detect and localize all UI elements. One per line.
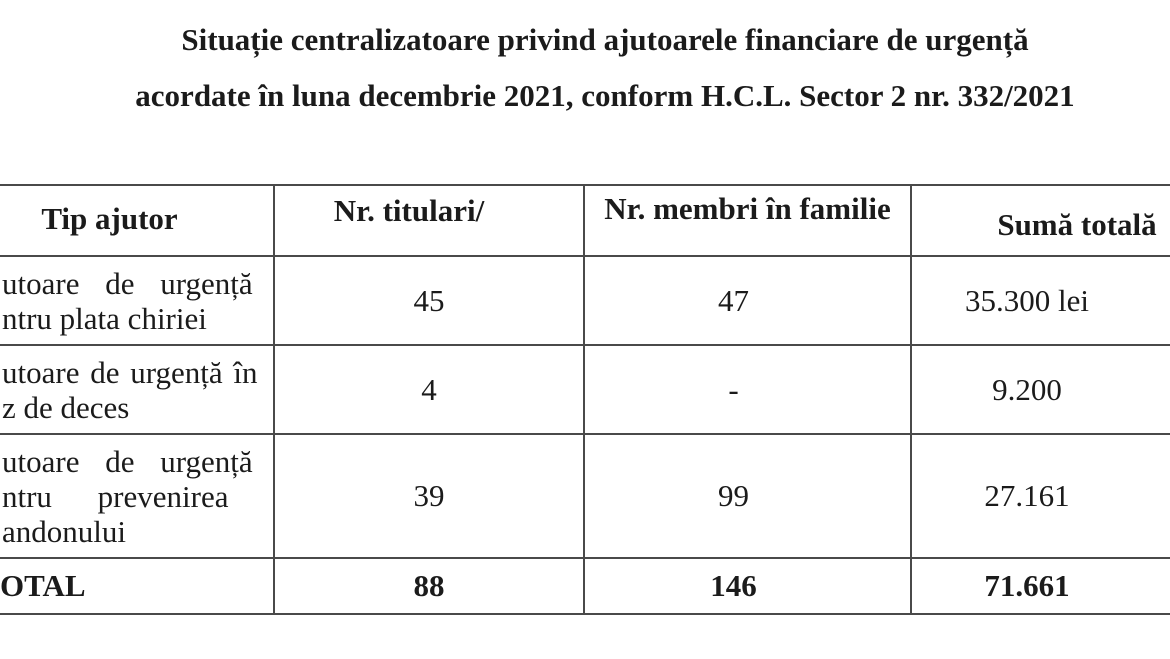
row-chirie-tip-line1: utoare de urgență xyxy=(2,265,253,301)
row-deces-titulari: 4 xyxy=(275,346,585,435)
row-chirie-tip: utoare de urgență ntru plata chiriei xyxy=(0,257,275,346)
total-row-label: OTAL xyxy=(0,559,275,615)
row-abandon-titulari-value: 39 xyxy=(413,478,445,513)
header-tip-ajutor-label: Tip ajutor xyxy=(41,201,178,236)
row-deces-membri-value: - xyxy=(728,371,739,407)
total-suma: 71.661 xyxy=(912,559,1170,615)
row-deces-tip-line2: z de deces xyxy=(2,389,130,425)
row-deces-tip: utoare de urgență în z de deces xyxy=(0,346,275,435)
row-chirie-titulari-value: 45 xyxy=(413,282,445,318)
header-nr-titulari-label: Nr. titulari/ xyxy=(333,193,485,228)
row-chirie-membri-value: 47 xyxy=(718,282,749,318)
row-abandon-tip-line2: ntru prevenirea xyxy=(2,478,229,514)
row-deces-membri: - xyxy=(585,346,912,435)
header-nr-titulari: Nr. titulari/ xyxy=(275,186,585,257)
row-abandon-suma-value: 27.161 xyxy=(984,478,1070,513)
row-chirie-membri: 47 xyxy=(585,257,912,346)
total-membri: 146 xyxy=(585,559,912,615)
row-deces-suma: 9.200 xyxy=(912,346,1170,435)
row-chirie-titulari: 45 xyxy=(275,257,585,346)
header-nr-membri: Nr. membri în familie xyxy=(585,186,912,257)
total-suma-value: 71.661 xyxy=(984,568,1070,603)
total-label-text: OTAL xyxy=(0,568,86,603)
row-abandon-titulari: 39 xyxy=(275,435,585,559)
document-title-line2: acordate în luna decembrie 2021, conform… xyxy=(135,78,1075,113)
row-abandon-tip-line1: utoare de urgență xyxy=(2,443,253,479)
header-nr-membri-label: Nr. membri în familie xyxy=(604,191,891,226)
row-abandon-suma: 27.161 xyxy=(912,435,1170,559)
row-abandon-tip: utoare de urgență ntru prevenirea andonu… xyxy=(0,435,275,559)
total-membri-value: 146 xyxy=(710,568,757,603)
total-titulari: 88 xyxy=(275,559,585,615)
document-title-line1: Situație centralizatoare privind ajutoar… xyxy=(181,22,1029,57)
row-chirie-suma: 35.300 lei xyxy=(912,257,1170,346)
row-chirie-suma-value: 35.300 lei xyxy=(965,282,1089,318)
document-title: Situație centralizatoare privind ajutoar… xyxy=(20,12,1170,124)
row-chirie-tip-line2: ntru plata chiriei xyxy=(2,300,207,336)
header-tip-ajutor: Tip ajutor xyxy=(0,186,275,257)
header-suma-totala: Sumă totală xyxy=(912,186,1170,257)
total-titulari-value: 88 xyxy=(413,568,445,603)
row-abandon-membri: 99 xyxy=(585,435,912,559)
row-abandon-tip-line3: andonului xyxy=(2,513,126,549)
row-abandon-membri-value: 99 xyxy=(718,478,749,513)
row-deces-titulari-value: 4 xyxy=(421,371,437,407)
summary-table: Tip ajutor Nr. titulari/ Nr. membri în f… xyxy=(0,184,1170,615)
row-deces-suma-value: 9.200 xyxy=(992,371,1062,407)
header-suma-totala-label: Sumă totală xyxy=(997,207,1157,242)
row-deces-tip-line1: utoare de urgență în xyxy=(2,354,258,390)
